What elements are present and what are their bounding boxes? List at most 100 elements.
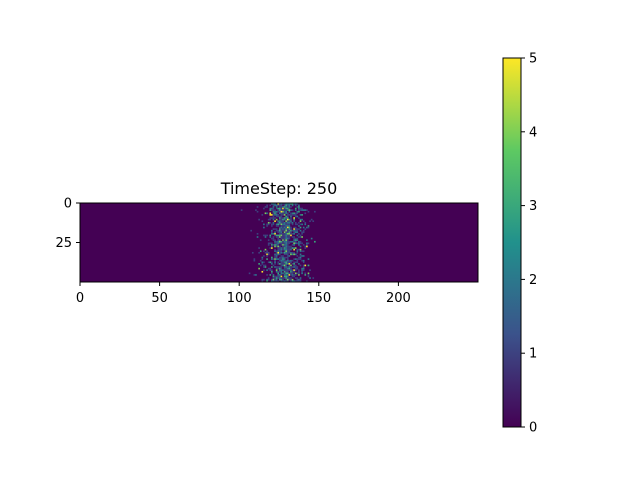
heatmap-cell [293, 274, 295, 276]
heatmap-cell [291, 266, 294, 268]
heatmap-cell [280, 247, 283, 249]
heatmap-cell [286, 220, 289, 223]
heatmap-cell [283, 259, 286, 262]
heatmap-cell [279, 229, 281, 232]
heatmap-cell [277, 237, 280, 240]
heatmap-cell [285, 261, 288, 264]
heatmap-cell [296, 248, 299, 251]
heatmap-cell [301, 250, 303, 253]
heatmap-cell [291, 259, 294, 262]
heatmap-cell [263, 269, 265, 271]
heatmap-cell [272, 214, 275, 216]
heatmap-cell [274, 214, 276, 216]
heatmap-cell [288, 247, 291, 249]
heatmap-cell [291, 274, 294, 276]
heatmap-cell [274, 245, 276, 248]
heatmap-cell [256, 233, 259, 235]
heatmap-cell [271, 214, 273, 216]
heatmap-cell [248, 272, 251, 275]
heatmap-cell [282, 233, 284, 235]
heatmap-cell [283, 203, 286, 205]
heatmap-cell [275, 204, 278, 207]
heatmap-cell [302, 261, 305, 264]
heatmap-cell [277, 247, 280, 249]
heatmap-cell [294, 231, 297, 234]
heatmap-cell [271, 272, 273, 275]
heatmap-cell [271, 245, 273, 248]
heatmap-cell [307, 210, 310, 213]
heatmap-cell [283, 269, 286, 271]
heatmap-cell [259, 264, 262, 267]
heatmap-cell [306, 242, 308, 245]
heatmap-cell [288, 250, 291, 253]
heatmap-cell [298, 274, 300, 276]
heatmap-cell [282, 217, 284, 219]
heatmap-cell [275, 218, 278, 221]
heatmap-cell [277, 236, 280, 238]
heatmap-cell [288, 221, 291, 224]
heatmap-cell [272, 212, 275, 215]
heatmap-cell [269, 261, 272, 264]
heatmap-cell [301, 259, 303, 262]
heatmap-cell [288, 245, 291, 248]
heatmap-cell [267, 251, 270, 254]
heatmap-cell [277, 223, 280, 226]
heatmap-cell [286, 204, 289, 207]
heatmap-cell [296, 278, 299, 281]
heatmap-cell [291, 263, 294, 265]
heatmap-cell [279, 217, 281, 219]
heatmap-cell [280, 231, 283, 234]
heatmap-cell [298, 256, 300, 259]
y-axis-ticks: 0 25 [55, 197, 80, 251]
heatmap-cell [301, 267, 303, 270]
heatmap-cell [298, 228, 300, 230]
chart-title: TimeStep: 250 [220, 179, 338, 198]
heatmap-cell [272, 218, 275, 221]
y-tick-label: 0 [64, 197, 72, 212]
heatmap-cell [286, 245, 289, 248]
heatmap-cell [261, 220, 264, 223]
heatmap-cell [298, 233, 300, 235]
heatmap-cell [258, 247, 260, 249]
heatmap-cell [274, 255, 276, 257]
heatmap-cell [290, 206, 292, 208]
heatmap-cell [272, 244, 275, 246]
heatmap-cell [312, 277, 315, 279]
heatmap-cell [277, 253, 280, 256]
heatmap-cell [288, 267, 291, 270]
heatmap-cell [283, 272, 286, 275]
heatmap-cell [275, 228, 278, 230]
heatmap-cell [286, 229, 289, 232]
heatmap-cell [288, 278, 291, 281]
heatmap-cell [286, 221, 289, 224]
heatmap-cell [286, 218, 289, 221]
colorbar-tick-label: 0 [529, 421, 537, 436]
heatmap-cell [314, 240, 316, 243]
heatmap-cell [288, 231, 291, 234]
heatmap-cell [294, 267, 297, 270]
heatmap-cell [282, 226, 284, 229]
heatmap-cell [282, 236, 284, 238]
heatmap-cell [285, 231, 288, 234]
heatmap-cell [283, 231, 286, 234]
heatmap-cell [306, 226, 308, 229]
heatmap-cell [274, 204, 276, 207]
heatmap-cell [293, 229, 295, 232]
heatmap-cell [274, 280, 276, 283]
heatmap-cell [286, 248, 289, 251]
heatmap-cell [286, 215, 289, 218]
heatmap-cell [288, 237, 291, 240]
heatmap-cell [299, 253, 302, 256]
heatmap-cell [306, 280, 308, 283]
heatmap-cell [280, 212, 283, 215]
heatmap-cell [299, 277, 302, 279]
heatmap-cell [288, 266, 291, 268]
heatmap-cell [294, 221, 297, 224]
heatmap-cell [279, 223, 281, 226]
heatmap-cell [280, 218, 283, 221]
heatmap-cell [277, 225, 280, 227]
heatmap-cell [275, 270, 278, 273]
heatmap-cell [267, 261, 270, 264]
heatmap-cell [269, 221, 272, 224]
colorbar-tick-label: 1 [529, 347, 537, 362]
